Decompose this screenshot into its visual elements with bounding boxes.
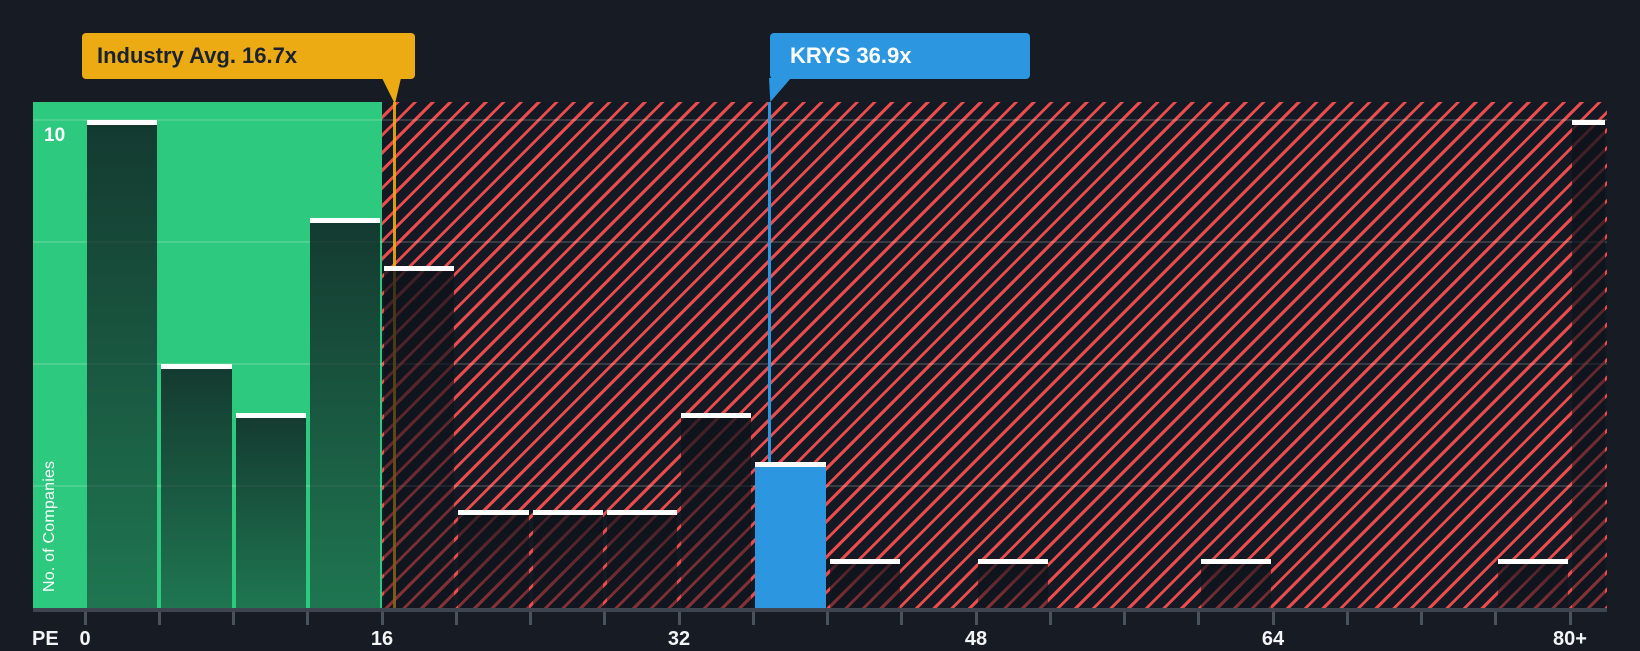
gridline-10 [33,119,1607,121]
x-axis-title: PE [32,628,59,650]
industry-callout-pointer [382,78,401,104]
company-krys-line [768,102,772,462]
x-tick-pe-12 [306,612,310,625]
bar-top-cap [1572,120,1605,125]
x-tick-pe-28 [603,612,607,625]
x-tick-pe-76 [1494,612,1498,625]
x-tick-pe-64 [1271,612,1275,625]
x-axis-label-32: 32 [667,628,691,650]
histogram-bar-36-40-krys[interactable] [755,461,826,608]
histogram-bar-60-64[interactable] [1200,559,1271,608]
x-axis-line [33,608,1607,612]
histogram-bar-20-24[interactable] [458,510,529,608]
bar-top-cap [235,412,306,418]
x-axis-label-80+: 80+ [1553,628,1587,650]
company-callout: KRYS 36.9x [770,33,1030,79]
bar-top-cap [606,510,677,516]
histogram-bar-80+[interactable] [1572,120,1605,608]
company-label: KRYS 36.9x [790,43,912,68]
histogram-bar-24-28[interactable] [532,510,603,608]
x-axis-label-16: 16 [370,628,394,650]
x-tick-pe-36 [751,612,755,625]
x-axis-label-48: 48 [964,628,988,650]
bar-top-cap [1200,559,1271,565]
x-tick-pe-40 [826,612,829,625]
company-callout-pointer [769,78,791,102]
x-tick-pe-0 [83,612,87,625]
bar-top-cap [384,266,455,272]
bar-top-cap [458,510,529,516]
histogram-bar-48-52[interactable] [978,559,1049,608]
x-tick-pe-80 [1568,612,1572,625]
bar-top-cap [1497,559,1568,565]
x-tick-pe-52 [1048,612,1052,625]
x-tick-pe-24 [529,612,532,625]
histogram-bar-16-20[interactable] [384,266,455,608]
x-tick-pe-4 [157,612,161,625]
histogram-bar-32-36[interactable] [681,412,752,608]
x-tick-pe-60 [1197,612,1201,625]
x-tick-pe-72 [1420,612,1423,625]
histogram-bar-28-32[interactable] [606,510,677,608]
industry-average-label: Industry Avg. 16.7x [97,43,298,68]
bar-top-cap [309,217,380,223]
bar-top-cap [532,510,603,516]
x-axis-label-64: 64 [1261,628,1285,650]
x-tick-pe-16 [380,612,384,625]
x-tick-pe-68 [1345,612,1349,625]
bar-top-cap [681,412,752,418]
industry-average-callout: Industry Avg. 16.7x [82,33,415,79]
x-tick-pe-48 [974,612,978,625]
histogram-bar-8-12[interactable] [235,412,306,608]
x-tick-pe-56 [1123,612,1126,625]
gridline-7.5 [33,241,1607,243]
x-tick-pe-8 [232,612,235,625]
y-axis-tick-10: 10 [44,125,66,146]
bar-top-cap [978,559,1049,565]
bar-top-cap [755,461,826,467]
histogram-bar-12-16[interactable] [309,217,380,608]
y-axis-title: No. of Companies [41,460,58,592]
histogram-bar-76-80[interactable] [1497,559,1568,608]
gridline-5 [33,363,1607,365]
histogram-bar-40-44[interactable] [829,559,900,608]
x-tick-pe-44 [900,612,904,625]
above-industry-avg-region [382,102,1607,608]
x-tick-pe-32 [677,612,681,625]
histogram-bar-0-4[interactable] [87,120,158,608]
x-axis-label-0: 0 [79,628,91,650]
x-tick-pe-20 [454,612,458,625]
bar-top-cap [829,559,900,565]
bar-top-cap [87,120,158,125]
bar-top-cap [161,364,232,369]
histogram-bar-4-8[interactable] [161,364,232,608]
